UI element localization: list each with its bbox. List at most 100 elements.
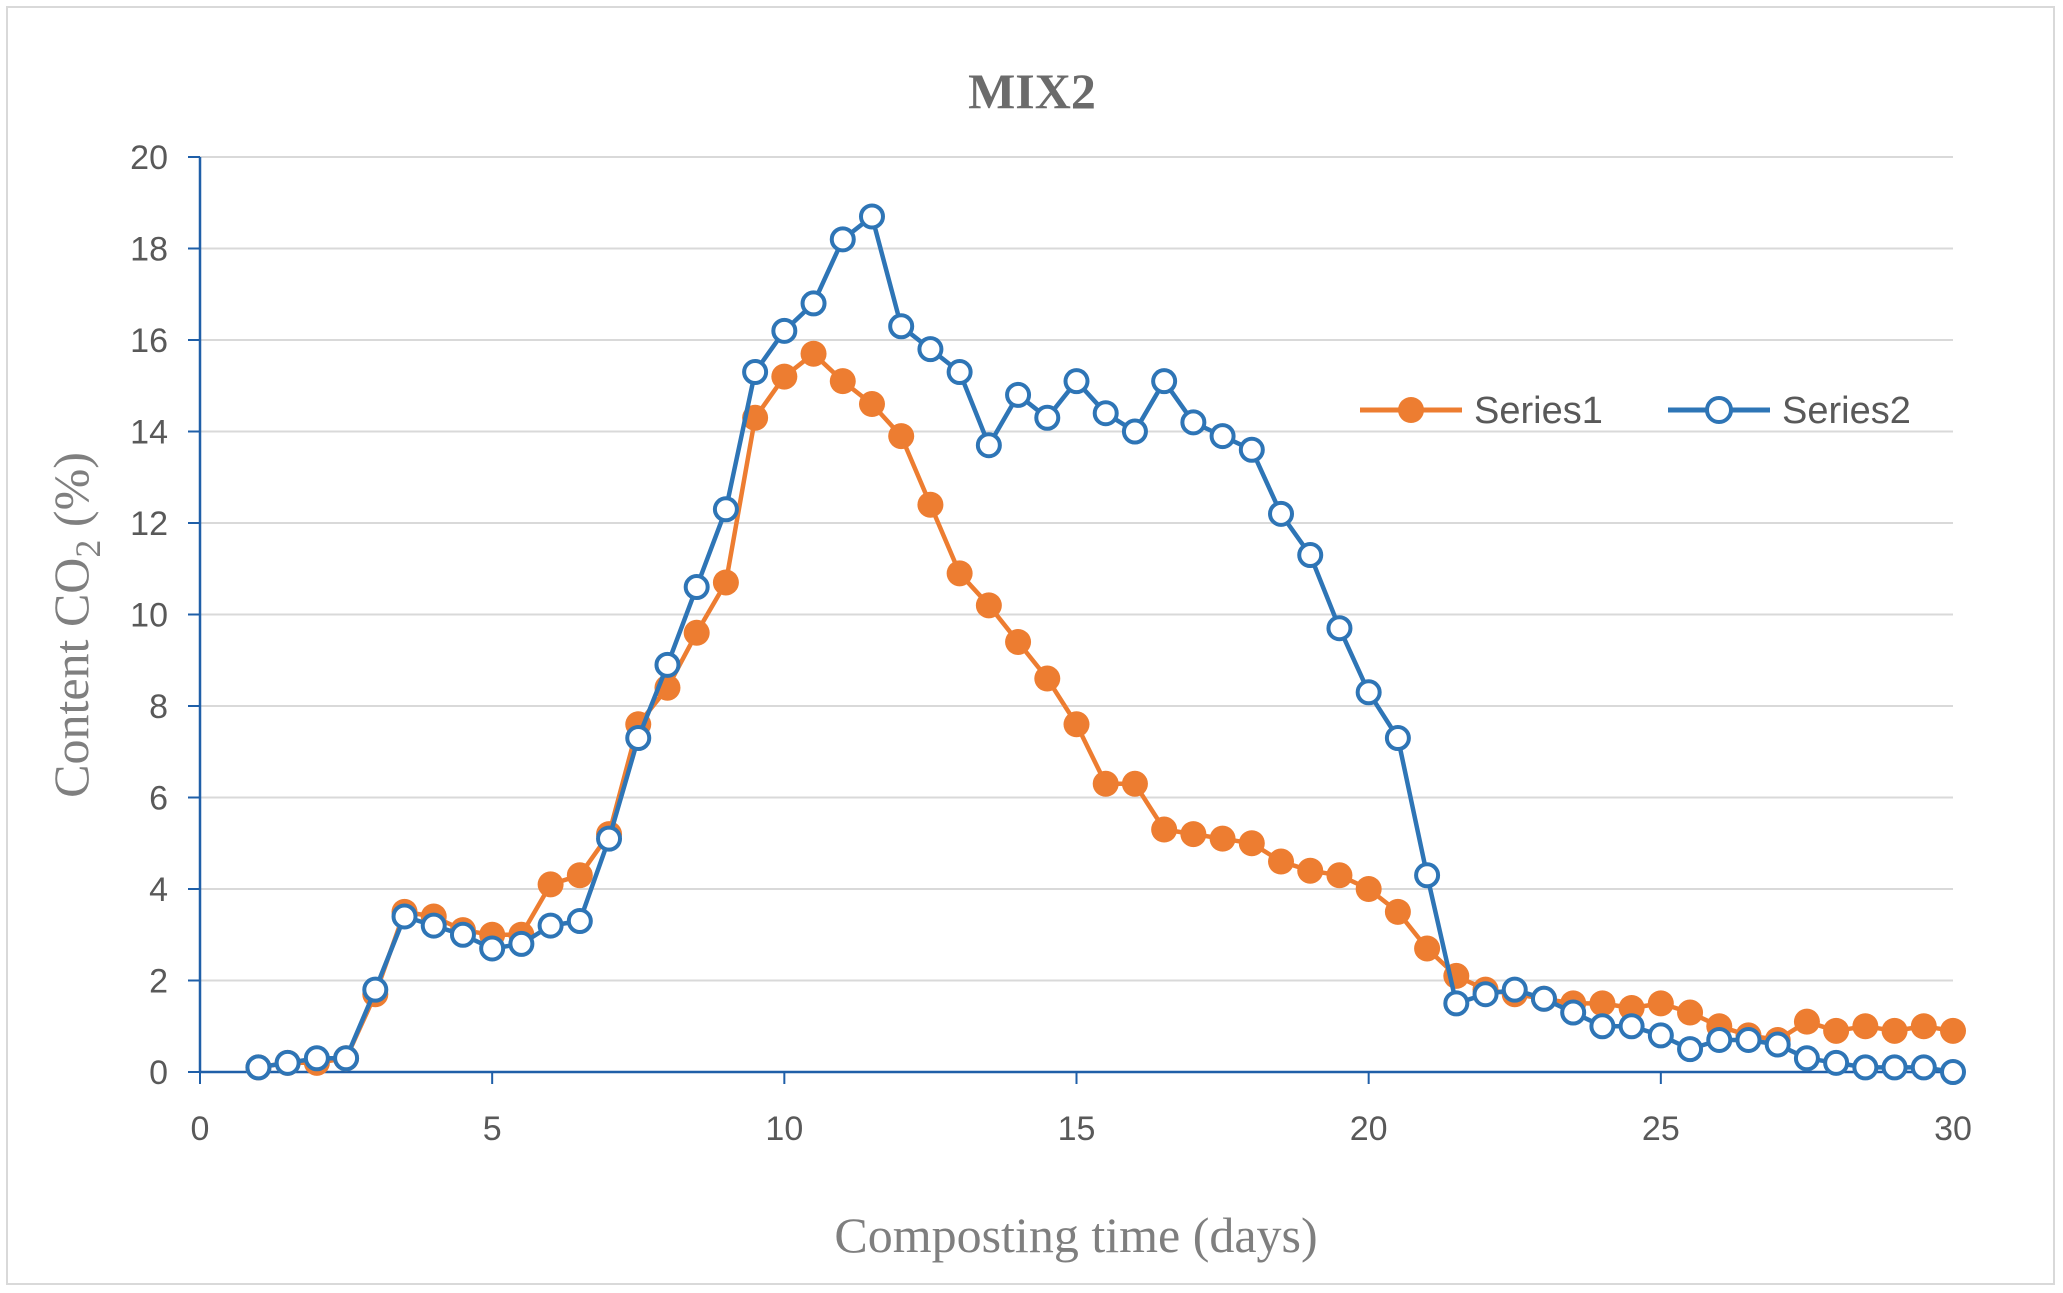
series2-point	[1326, 615, 1353, 642]
series2-point	[1355, 679, 1382, 706]
series1-point	[1238, 830, 1265, 857]
series2-point	[1063, 368, 1090, 395]
y-axis-title-subscript: 2	[68, 540, 108, 558]
series2-point	[829, 226, 856, 253]
series1-point	[566, 862, 593, 889]
series1-point	[1823, 1017, 1850, 1044]
series1-point	[1121, 770, 1148, 797]
series2-point	[1530, 985, 1557, 1012]
series2-point	[1268, 500, 1295, 527]
x-tick-label: 15	[1058, 1110, 1096, 1148]
series1-point	[771, 363, 798, 390]
series1-point	[537, 871, 564, 898]
y-tick-label: 20	[130, 139, 168, 177]
series1-point	[1618, 994, 1645, 1021]
series1-point	[1677, 999, 1704, 1026]
series1-point	[1414, 935, 1441, 962]
series-Series2	[245, 203, 1966, 1085]
series1-point	[1326, 862, 1353, 889]
series1-point	[946, 560, 973, 587]
series2-point	[508, 930, 535, 957]
legend: Series1 Series2	[1360, 390, 1911, 432]
series2-point	[1005, 381, 1032, 408]
series2-point	[975, 432, 1002, 459]
series1-point	[1268, 848, 1295, 875]
series2-point	[1618, 1013, 1645, 1040]
x-tick-label: 25	[1642, 1110, 1680, 1148]
series2-point	[1414, 862, 1441, 889]
series2-point	[1589, 1013, 1616, 1040]
series2-point	[303, 1045, 330, 1072]
series1-point	[1063, 711, 1090, 738]
series2-point	[771, 317, 798, 344]
series2-point	[654, 651, 681, 678]
series2-point	[1677, 1036, 1704, 1063]
y-tick-label: 2	[149, 963, 168, 1001]
series2-point	[1443, 990, 1470, 1017]
series-layer	[245, 203, 1966, 1085]
series1-point	[1297, 857, 1324, 884]
x-tick-label: 5	[483, 1110, 502, 1148]
series2-point	[1121, 418, 1148, 445]
series2-point	[1560, 999, 1587, 1026]
y-tick-label: 4	[149, 871, 168, 909]
series2-point	[596, 825, 623, 852]
y-tick-label: 8	[149, 688, 168, 726]
y-tick-label: 0	[149, 1054, 168, 1092]
series2-point	[946, 359, 973, 386]
chart-title: MIX2	[968, 63, 1096, 119]
series1-point	[888, 423, 915, 450]
series2-point	[1180, 409, 1207, 436]
series2-point	[537, 912, 564, 939]
x-tick-label: 10	[765, 1110, 803, 1148]
series2-point	[712, 496, 739, 523]
y-tick-label: 12	[130, 505, 168, 543]
series2-point	[1764, 1031, 1791, 1058]
y-tick-label: 14	[130, 414, 168, 452]
series1-point	[1005, 628, 1032, 655]
series2-point	[1034, 404, 1061, 431]
series1-point	[1151, 816, 1178, 843]
series1-point	[829, 368, 856, 395]
series2-point	[1706, 1026, 1733, 1053]
series2-point	[1297, 542, 1324, 569]
y-tick-label: 6	[149, 780, 168, 818]
series1-point	[1355, 876, 1382, 902]
series2-point	[1940, 1059, 1966, 1085]
series1-point	[1589, 990, 1616, 1017]
y-tick-label: 16	[130, 322, 168, 360]
series1-point	[712, 569, 739, 596]
series1-point	[1910, 1013, 1937, 1040]
series2-point	[858, 203, 885, 230]
series1-point	[858, 391, 885, 418]
series-Series1	[245, 340, 1966, 1081]
series2-point	[683, 574, 710, 601]
series1-point	[975, 592, 1002, 619]
gridlines	[200, 156, 1953, 982]
series2-point	[1823, 1049, 1850, 1076]
y-tick-label: 10	[130, 597, 168, 635]
series2-point	[1793, 1045, 1820, 1072]
series2-point	[479, 935, 506, 962]
series2-point	[1384, 725, 1411, 752]
y-tick-labels: 0 2 4 6 8 10 12 14 16 18 20	[130, 139, 168, 1092]
series2-point	[1151, 368, 1178, 395]
axes	[188, 156, 1954, 1084]
x-tick-label: 0	[191, 1110, 210, 1148]
series2-point	[245, 1054, 272, 1081]
x-tick-label: 20	[1350, 1110, 1388, 1148]
series2-point	[333, 1045, 360, 1072]
series2-point	[274, 1049, 301, 1076]
y-tick-label: 18	[130, 231, 168, 269]
series2-point	[566, 908, 593, 935]
series2-point	[800, 290, 827, 317]
series2-point	[625, 725, 652, 752]
series2-point	[391, 903, 418, 930]
legend-series2-marker	[1705, 396, 1733, 424]
series1-point	[1384, 898, 1411, 925]
x-tick-labels: 0 5 10 15 20 25 30	[191, 1110, 1972, 1148]
y-axis-title: Content CO2 (%)	[43, 452, 108, 798]
series2-point	[1092, 400, 1119, 427]
series2-point	[1647, 1022, 1674, 1049]
